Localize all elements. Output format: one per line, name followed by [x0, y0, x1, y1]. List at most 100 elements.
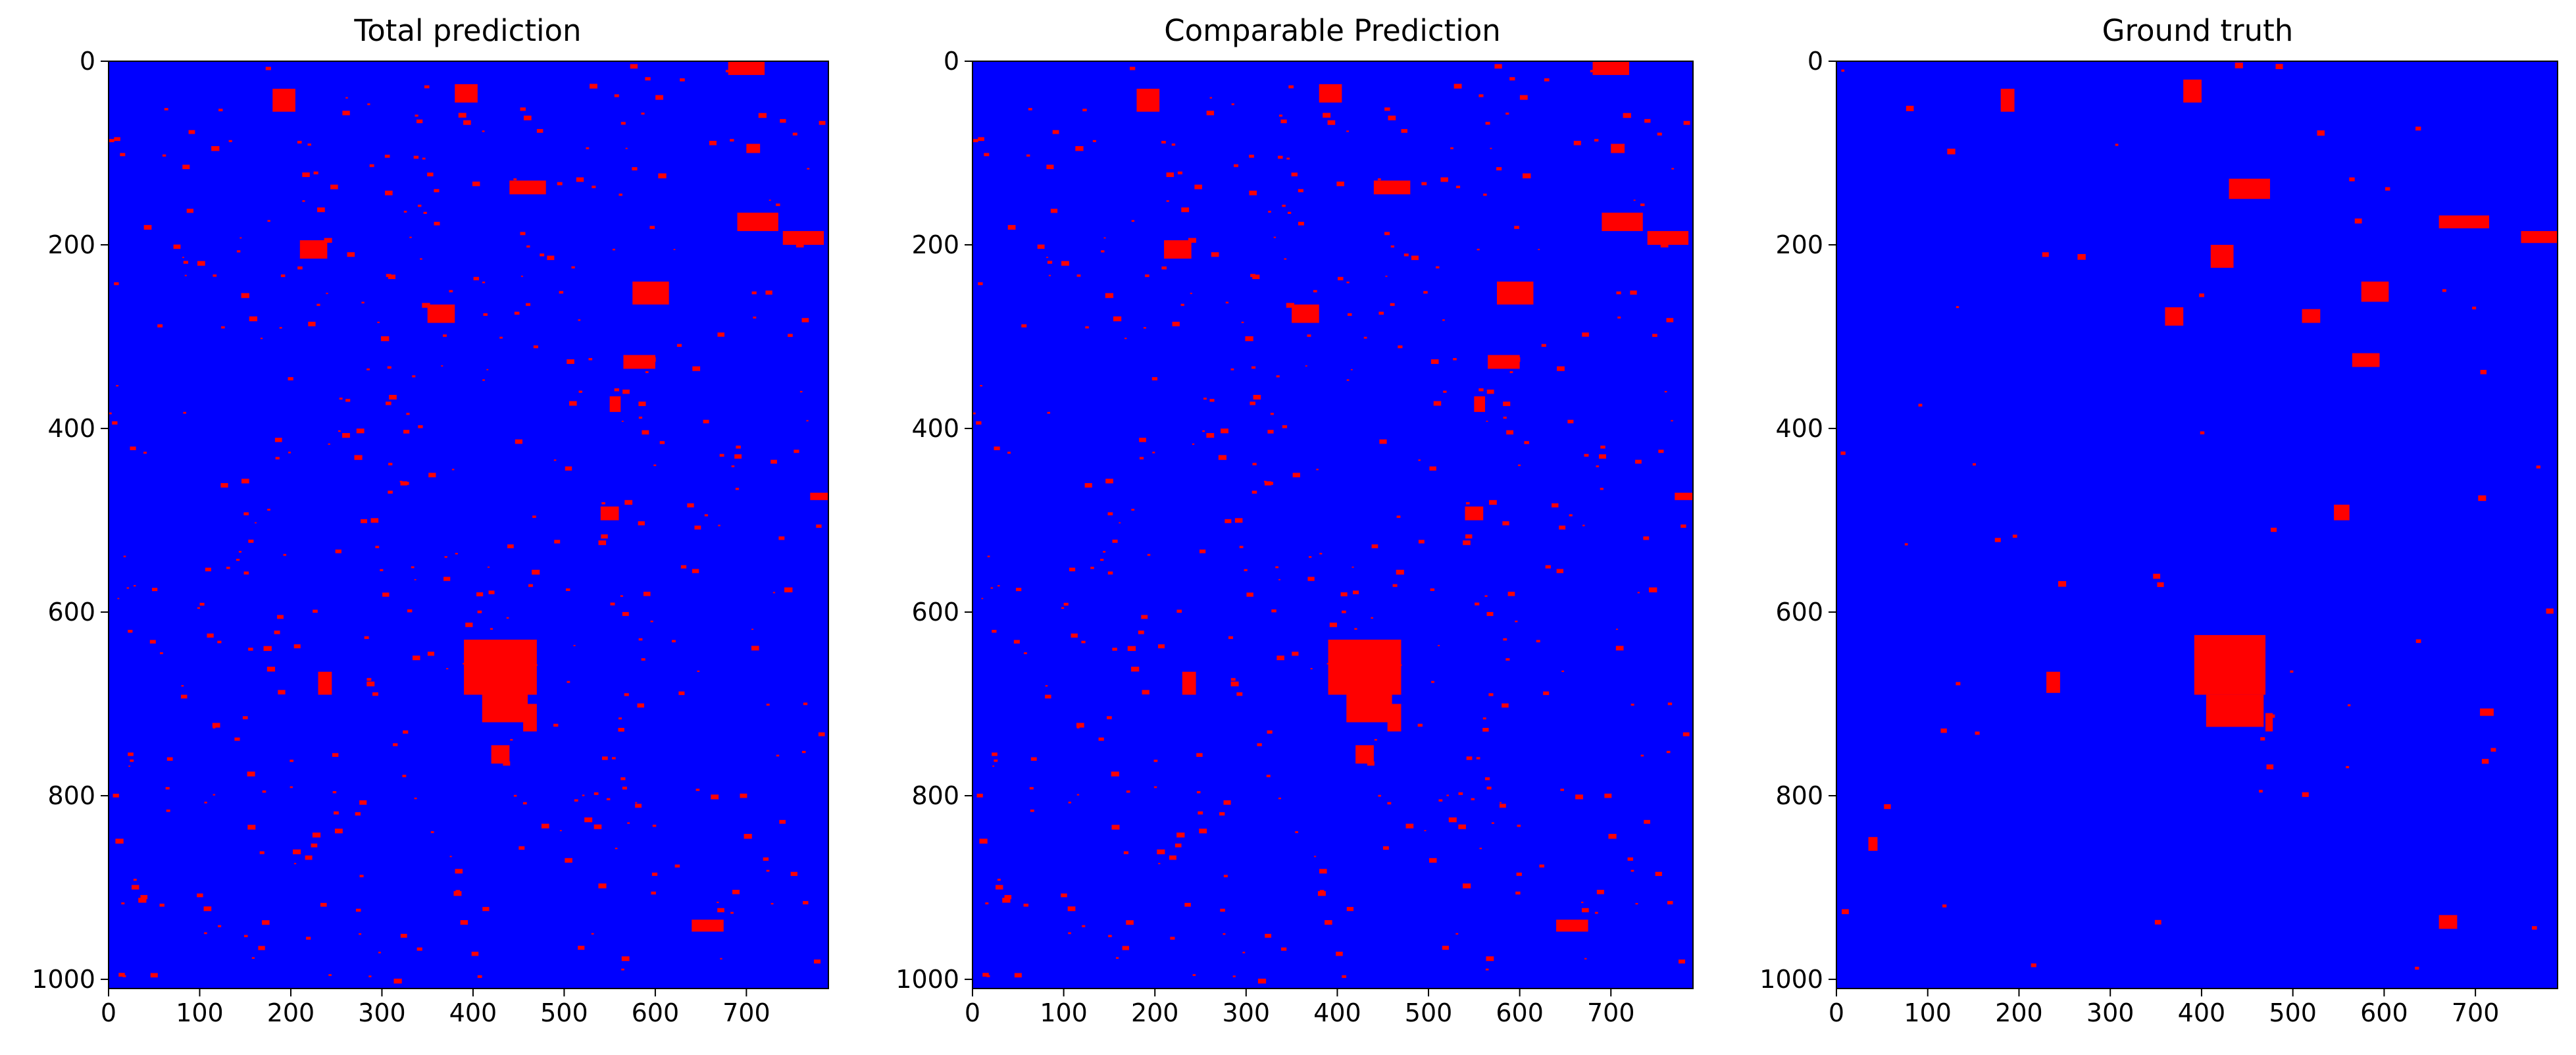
x-tick-label: 100 [1904, 998, 1952, 1027]
speckle-mark [375, 546, 380, 548]
speckle-mark [687, 503, 694, 507]
speckle-mark [1190, 292, 1192, 294]
speckle-mark [2317, 130, 2325, 136]
speckle-mark [1286, 303, 1294, 308]
speckle-mark [1623, 113, 1631, 118]
speckle-mark [1244, 569, 1248, 571]
x-tick-label: 300 [1223, 998, 1271, 1027]
speckle-mark [228, 140, 232, 142]
speckle-mark [278, 690, 286, 695]
speckle-mark [258, 946, 265, 950]
speckle-mark [1582, 908, 1589, 913]
speckle-mark [554, 540, 561, 544]
speckle-mark [2478, 495, 2487, 502]
speckle-mark [455, 553, 458, 555]
speckle-mark [1115, 957, 1119, 959]
speckle-mark [814, 959, 821, 964]
speckle-mark [213, 794, 216, 796]
speckle-mark [1305, 365, 1307, 367]
speckle-mark [143, 224, 152, 230]
speckle-mark [652, 825, 657, 827]
positive-region [1496, 281, 1534, 305]
speckle-mark [402, 775, 407, 777]
speckle-mark [582, 794, 585, 796]
speckle-mark [2260, 737, 2265, 741]
speckle-mark [703, 419, 709, 424]
speckle-mark [1442, 319, 1445, 321]
speckle-mark [1973, 463, 1976, 466]
speckle-mark [731, 465, 735, 467]
speckle-mark [2077, 254, 2086, 260]
speckle-mark [1635, 459, 1642, 464]
speckle-mark [1423, 291, 1428, 294]
speckle-mark [332, 753, 339, 757]
speckle-mark [573, 644, 576, 646]
speckle-mark [297, 141, 302, 144]
speckle-mark [186, 209, 193, 213]
x-tick-label: 0 [101, 998, 116, 1027]
speckle-mark [1176, 833, 1185, 838]
speckle-mark [1514, 226, 1519, 229]
positive-region [1602, 213, 1643, 232]
speckle-mark [355, 812, 361, 816]
speckle-mark [249, 316, 258, 322]
speckle-mark [2415, 126, 2421, 131]
speckle-mark [1388, 115, 1396, 120]
speckle-mark [1666, 318, 1674, 322]
heatmap-background [1836, 61, 2558, 989]
speckle-mark [126, 587, 130, 589]
speckle-mark [1223, 800, 1231, 805]
speckle-mark [1466, 756, 1473, 760]
positive-region [692, 919, 724, 932]
speckle-mark [1556, 569, 1564, 573]
speckle-mark [1268, 211, 1271, 213]
speckle-mark [1119, 522, 1121, 524]
speckle-mark [1068, 932, 1071, 935]
speckle-mark [1552, 503, 1559, 507]
speckle-mark [673, 249, 676, 251]
speckle-mark [369, 164, 374, 167]
y-tick-label: 800 [1775, 781, 1823, 810]
speckle-mark [414, 797, 417, 800]
speckle-mark [1884, 804, 1891, 810]
speckle-mark [1346, 907, 1354, 912]
speckle-mark [218, 925, 222, 927]
speckle-mark [692, 366, 701, 371]
speckle-mark [1683, 120, 1690, 125]
speckle-mark [2480, 369, 2487, 374]
speckle-mark [1840, 451, 1846, 455]
speckle-mark [1048, 274, 1051, 276]
speckle-mark [1975, 731, 1980, 735]
speckle-mark [415, 115, 418, 117]
speckle-mark [1282, 205, 1286, 207]
speckle-mark [1228, 636, 1233, 639]
speckle-mark [143, 451, 147, 454]
speckle-mark [1221, 428, 1228, 434]
speckle-mark [1203, 398, 1207, 400]
speckle-mark [1429, 466, 1436, 471]
positive-region [1592, 61, 1629, 75]
speckle-mark [590, 84, 597, 89]
speckle-mark [1309, 556, 1312, 558]
speckle-mark [1225, 301, 1229, 304]
speckle-mark [1430, 588, 1435, 591]
positive-region [1474, 396, 1485, 412]
speckle-mark [1151, 377, 1157, 380]
speckle-mark [293, 644, 301, 649]
speckle-mark [638, 417, 643, 419]
speckle-mark [1103, 551, 1106, 553]
speckle-mark [1494, 64, 1502, 69]
positive-region [1556, 919, 1588, 932]
speckle-mark [1346, 379, 1350, 381]
speckle-mark [659, 441, 665, 444]
positive-region [728, 61, 765, 75]
speckle-mark [138, 898, 147, 903]
speckle-mark [1067, 906, 1076, 912]
axes-frame [108, 61, 829, 989]
speckle-mark [1440, 177, 1448, 182]
speckle-mark [1421, 182, 1427, 186]
speckle-mark [1016, 588, 1022, 592]
speckle-mark [1230, 368, 1234, 371]
speckle-mark [302, 200, 305, 202]
